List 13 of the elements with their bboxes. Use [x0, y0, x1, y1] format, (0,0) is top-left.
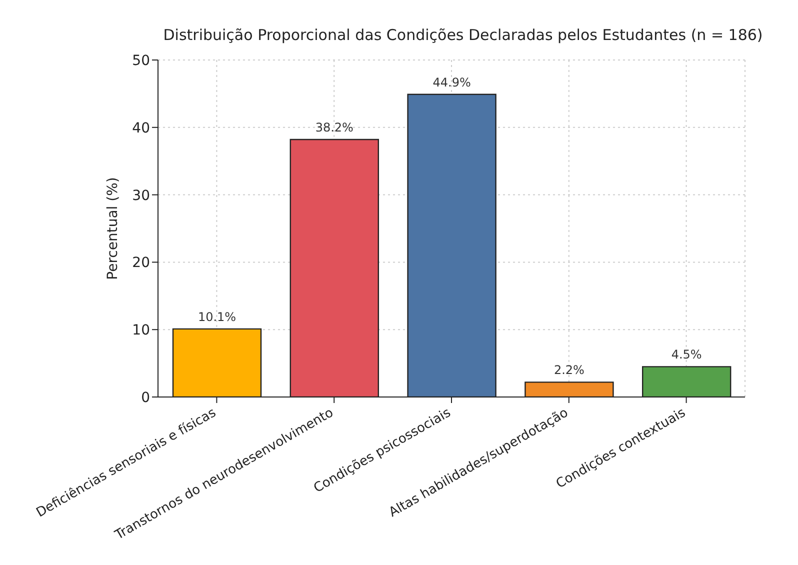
y-tick-label: 50: [132, 52, 150, 69]
y-tick-label: 30: [132, 188, 150, 204]
data-label: 44.9%: [432, 75, 471, 90]
y-tick-label: 10: [132, 322, 150, 339]
y-axis-title: Percentual (%): [104, 177, 121, 280]
chart-title: Distribuição Proporcional das Condições Declaradas pelos Estudantes (n = 186): [162, 26, 764, 44]
data-label: 4.5%: [671, 348, 702, 362]
data-label: 2.2%: [554, 363, 584, 378]
y-tick-label: 40: [132, 120, 150, 136]
data-label: 38.2%: [315, 120, 354, 135]
y-tick-label: 0: [141, 390, 150, 406]
y-tick-label: 20: [132, 255, 150, 272]
data-label: 10.1%: [198, 310, 236, 324]
